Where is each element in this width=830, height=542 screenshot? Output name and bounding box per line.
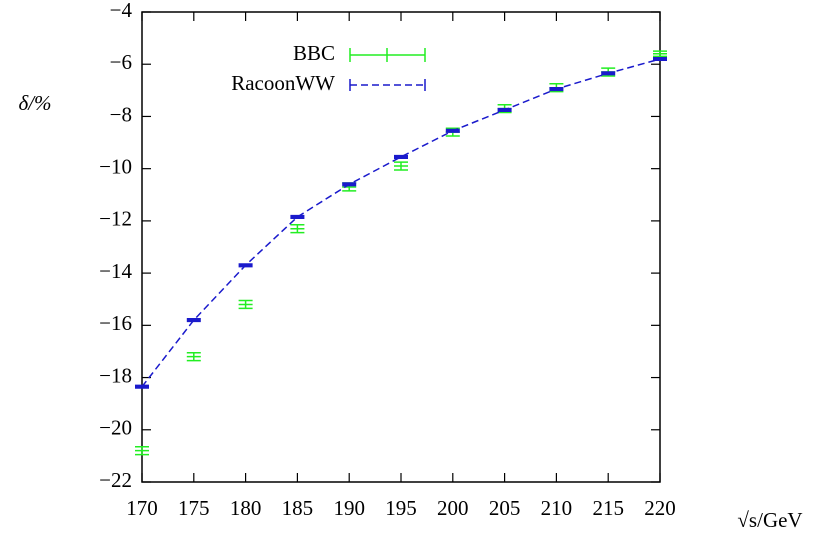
error-bar (394, 161, 408, 171)
x-tick-label: 180 (230, 496, 262, 520)
y-axis-label: δ/% (18, 91, 51, 115)
series-line (141, 58, 661, 388)
legend-swatch (349, 48, 426, 62)
error-bar (135, 446, 149, 456)
error-bar (290, 224, 305, 234)
error-bar (186, 318, 201, 323)
legend-swatch (349, 79, 426, 91)
y-tick-label: −8 (110, 102, 132, 126)
x-tick-label: 220 (644, 496, 676, 520)
x-tick-label: 190 (333, 496, 365, 520)
y-tick-label: −22 (99, 468, 132, 492)
error-bar (601, 71, 616, 76)
error-bar (653, 56, 667, 62)
x-tick-label: 175 (178, 496, 210, 520)
error-bar (238, 263, 253, 268)
y-tick-label: −16 (99, 311, 132, 335)
y-tick-label: −14 (99, 259, 132, 283)
y-tick-label: −12 (99, 207, 132, 231)
legend-label: BBC (293, 41, 335, 65)
y-tick-label: −18 (99, 363, 132, 387)
error-bar (653, 50, 667, 58)
x-tick-label: 170 (126, 496, 158, 520)
plot-frame (141, 11, 661, 483)
x-tick-label: 210 (541, 496, 573, 520)
x-tick-label: 195 (385, 496, 417, 520)
x-tick-label: 200 (437, 496, 469, 520)
legend-label: RacoonWW (231, 71, 335, 95)
x-axis-label: √s/GeV (737, 508, 802, 532)
y-tick-label: −4 (110, 0, 133, 22)
error-bar (186, 352, 201, 362)
error-bar (549, 86, 564, 92)
error-bar (342, 182, 357, 192)
x-tick-label: 185 (282, 496, 314, 520)
error-bar (135, 384, 149, 389)
y-tick-label: −6 (110, 50, 132, 74)
error-bar (342, 182, 357, 187)
y-tick-label: −10 (99, 154, 132, 178)
x-tick-label: 215 (592, 496, 624, 520)
error-bar (497, 107, 512, 112)
error-bar (445, 128, 460, 133)
error-bar (290, 214, 305, 220)
error-bar (238, 299, 253, 310)
y-tick-label: −20 (99, 416, 132, 440)
x-tick-label: 205 (489, 496, 521, 520)
error-bar (394, 154, 408, 159)
